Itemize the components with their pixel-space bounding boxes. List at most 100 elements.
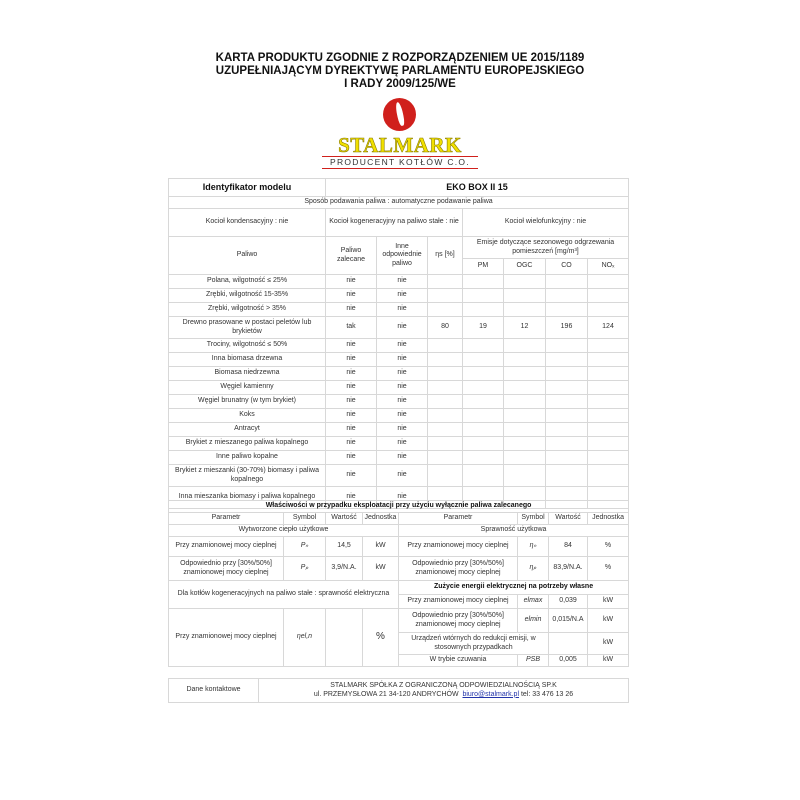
fuel-row: Inne paliwo kopalne nie nie <box>168 450 629 465</box>
fuel-eta <box>427 380 463 395</box>
fuel-preferred: nie <box>325 380 377 395</box>
fuel-row: Drewno prasowane w postaci peletów lub b… <box>168 316 629 339</box>
fuel-row: Brykiet z mieszanki (30-70%) biomasy i p… <box>168 464 629 487</box>
stalmark-logo: STALMARK PRODUCENT KOTŁÓW C.O. <box>322 98 478 170</box>
fuel-pm <box>462 288 504 303</box>
fuel-ogc: 12 <box>503 316 546 339</box>
fuel-name: Węgiel brunatny (w tym brykiet) <box>168 394 326 409</box>
fuel-ogc <box>503 380 546 395</box>
fuel-ogc <box>503 274 546 289</box>
fuel-name: Drewno prasowane w postaci peletów lub b… <box>168 316 326 339</box>
cogen-heading: Dla kotłów kogeneracyjnych na paliwo sta… <box>168 580 399 609</box>
standby-label: W trybie czuwania <box>398 654 518 667</box>
unit-kw: kW <box>362 536 399 557</box>
pp-symbol: Pₚ <box>300 564 309 572</box>
title-line-1: KARTA PRODUKTU ZGODNIE Z ROZPORZĄDZENIEM… <box>215 52 585 64</box>
partial-label: Odpowiednio przy [30%/50%] znamionowej m… <box>398 556 518 581</box>
elmin-value: 0,015/N.A <box>548 608 588 633</box>
elmax-symbol: elmax <box>523 597 543 605</box>
fuel-co <box>545 338 588 353</box>
unit-kw: kW <box>586 632 630 655</box>
partial-label: Odpowiednio przy [30%/50%] znamionowej m… <box>168 556 284 581</box>
header-nox: NOₓ <box>587 258 629 275</box>
fuel-co <box>545 288 588 303</box>
partial-label: Odpowiednio przy [30%/50%] znamionowej m… <box>398 608 518 633</box>
etap-symbol: ηₚ <box>529 564 537 572</box>
fuel-nox <box>587 302 629 317</box>
fuel-eta <box>427 464 463 487</box>
fuel-preferred: nie <box>325 288 377 303</box>
fuel-name: Brykiet z mieszanego paliwa kopalnego <box>168 436 326 451</box>
fuel-eta <box>427 302 463 317</box>
pn-value: 14,5 <box>325 536 363 557</box>
fuel-co: 196 <box>545 316 588 339</box>
pn-symbol: Pₙ <box>300 542 309 550</box>
fuel-co <box>545 366 588 381</box>
fuel-nox <box>587 394 629 409</box>
fuel-name: Antracyt <box>168 422 326 437</box>
fuel-row: Węgiel brunatny (w tym brykiet) nie nie <box>168 394 629 409</box>
fuel-name: Polana, wilgotność ≤ 25% <box>168 274 326 289</box>
fuel-ogc <box>503 436 546 451</box>
fuel-nox: 124 <box>587 316 629 339</box>
fuel-eta <box>427 408 463 423</box>
fuel-pm <box>462 274 504 289</box>
elmin-symbol: elmin <box>524 616 542 624</box>
fuel-row: Antracyt nie nie <box>168 422 629 437</box>
multifunction-flag: Kocioł wielofunkcyjny : nie <box>462 208 629 237</box>
header-emissions: Emisje dotyczące sezonowego odgrzewania … <box>462 236 629 259</box>
fuel-co <box>545 464 588 487</box>
h-unit: Jednostka <box>586 512 630 525</box>
fuel-co <box>545 408 588 423</box>
unit-pct: % <box>362 608 399 667</box>
fuel-pm <box>462 436 504 451</box>
h-value: Wartość <box>325 512 363 525</box>
etap-value: 83,9/N.A. <box>548 556 588 581</box>
fuel-pm <box>462 408 504 423</box>
psb-value: 0,005 <box>548 654 588 667</box>
fuel-pm: 19 <box>462 316 504 339</box>
cogeneration-flag: Kocioł kogeneracyjny na paliwo stałe : n… <box>325 208 463 237</box>
email-link[interactable]: biuro@stalmark.pl <box>462 690 519 698</box>
nominal-label: Przy znamionowej mocy cieplnej <box>168 536 284 557</box>
fuel-co <box>545 352 588 367</box>
fuel-other: nie <box>376 436 428 451</box>
fuel-preferred: nie <box>325 274 377 289</box>
fuel-nox <box>587 464 629 487</box>
flame-icon <box>383 98 416 131</box>
etael-value <box>325 608 363 667</box>
fuel-ogc <box>503 464 546 487</box>
contact-label: Dane kontaktowe <box>168 678 259 703</box>
fuel-row: Biomasa niedrzewna nie nie <box>168 366 629 381</box>
fuel-name: Koks <box>168 408 326 423</box>
fuel-preferred: nie <box>325 394 377 409</box>
fuel-ogc <box>503 288 546 303</box>
fuel-eta <box>427 338 463 353</box>
fuel-ogc <box>503 394 546 409</box>
fuel-preferred: nie <box>325 338 377 353</box>
fuel-other: nie <box>376 394 428 409</box>
emission-value <box>548 632 588 655</box>
address: ul. PRZEMYSŁOWA 21 34-120 ANDRYCHÓW <box>313 690 459 698</box>
fuel-pm <box>462 380 504 395</box>
psb-symbol: PSB <box>525 656 540 664</box>
fuel-co <box>545 274 588 289</box>
fuel-nox <box>587 422 629 437</box>
fuel-pm <box>462 450 504 465</box>
fuel-other: nie <box>376 338 428 353</box>
fuel-other: nie <box>376 450 428 465</box>
h-param: Parametr <box>398 512 518 525</box>
fuel-pm <box>462 464 504 487</box>
fuel-name: Trociny, wilgotność ≤ 50% <box>168 338 326 353</box>
fuel-co <box>545 422 588 437</box>
fuel-name: Inne paliwo kopalne <box>168 450 326 465</box>
h-symbol: Symbol <box>283 512 326 525</box>
etan-symbol: ηₙ <box>529 542 537 550</box>
fuel-name: Węgiel kamienny <box>168 380 326 395</box>
fuel-ogc <box>503 422 546 437</box>
fuel-other: nie <box>376 408 428 423</box>
header-ogc: OGC <box>503 258 546 275</box>
fuel-pm <box>462 352 504 367</box>
fuel-ogc <box>503 450 546 465</box>
efficiency-heading: Sprawność użytkowa <box>397 524 630 537</box>
